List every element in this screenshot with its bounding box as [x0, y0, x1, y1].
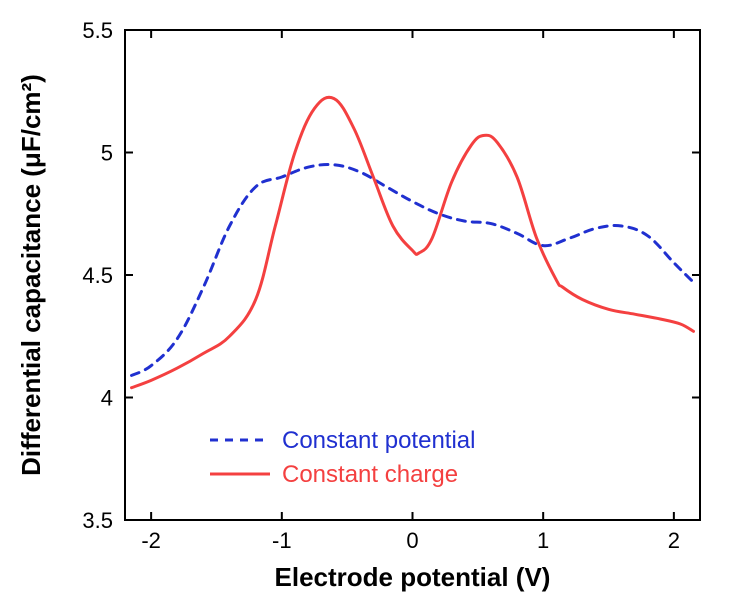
differential-capacitance-chart: -2 -1 0 1 2 3.5 4 4.5 5 5.5 Electrode potential (V… [0, 0, 734, 604]
y-axis-label: Differential capacitance (μF/cm²) [16, 74, 46, 476]
y-tick-label: 3.5 [82, 508, 113, 533]
y-tick-label: 5 [101, 141, 113, 166]
x-tick-label: 0 [406, 528, 418, 553]
y-tick-label: 5.5 [82, 18, 113, 43]
legend-label-1: Constant charge [282, 461, 458, 488]
chart-container: -2 -1 0 1 2 3.5 4 4.5 5 5.5 Electrode potential (V… [0, 0, 734, 604]
x-tick-label: 1 [537, 528, 549, 553]
x-axis-label: Electrode potential (V) [275, 562, 551, 592]
x-tick-label: -1 [272, 528, 292, 553]
x-tick-label: -2 [141, 528, 161, 553]
y-tick-label: 4.5 [82, 263, 113, 288]
x-tick-label: 2 [668, 528, 680, 553]
legend-label-0: Constant potential [282, 427, 475, 454]
y-tick-label: 4 [101, 386, 113, 411]
